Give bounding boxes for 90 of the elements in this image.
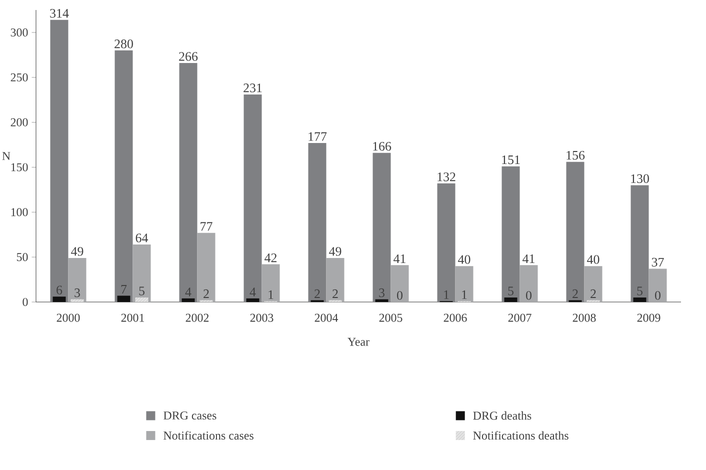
data-label: 156 — [566, 150, 585, 160]
legend-label: DRG deaths — [473, 411, 532, 420]
data-label: 4 — [250, 288, 256, 296]
data-label: 0 — [526, 291, 532, 300]
data-label: 37 — [652, 258, 664, 267]
y-tick-label: 250 — [10, 73, 28, 82]
data-label: 49 — [329, 247, 342, 256]
y-tick-label: 300 — [10, 28, 28, 36]
y-axis-title: N — [2, 152, 10, 160]
data-label: 231 — [244, 84, 262, 92]
bar — [455, 266, 474, 302]
data-label: 41 — [394, 254, 406, 263]
data-label: 130 — [631, 174, 649, 184]
data-label: 151 — [502, 155, 520, 164]
bar — [648, 268, 667, 302]
bar — [390, 265, 409, 302]
data-label: 5 — [508, 286, 514, 296]
legend-label: DRG cases — [164, 411, 216, 420]
legend-label: Notifications cases — [164, 431, 254, 440]
data-label: 0 — [655, 291, 660, 300]
data-label: 40 — [587, 255, 600, 264]
bar — [308, 142, 326, 302]
bar — [437, 183, 456, 302]
bar — [262, 264, 280, 302]
bar — [504, 298, 518, 302]
bar — [584, 266, 602, 302]
bar — [520, 265, 538, 302]
bar — [197, 232, 216, 302]
bar — [502, 166, 520, 302]
data-label: 2 — [204, 289, 209, 298]
x-tick-label: 2004 — [314, 314, 338, 322]
data-label: 40 — [458, 255, 470, 264]
data-label: 7 — [121, 285, 127, 294]
y-tick-label: 50 — [16, 253, 28, 262]
data-label: 49 — [71, 247, 84, 256]
legend-label: Notifications deaths — [473, 431, 568, 440]
bar — [68, 258, 86, 302]
bar — [375, 299, 388, 302]
y-tick-label: 200 — [10, 118, 28, 126]
bar — [179, 63, 198, 302]
data-label: 2 — [572, 289, 578, 298]
bar — [50, 20, 68, 302]
x-tick-label: 2001 — [121, 314, 144, 322]
x-tick-label: 2000 — [56, 314, 80, 322]
x-tick-label: 2006 — [444, 314, 467, 322]
data-label: 1 — [444, 290, 449, 299]
data-label: 3 — [74, 288, 80, 298]
data-label: 42 — [264, 253, 277, 262]
data-label: 4 — [185, 288, 192, 296]
data-label: 266 — [179, 52, 198, 61]
bar — [630, 185, 649, 302]
x-tick-label: 2005 — [379, 314, 402, 322]
data-label: 2 — [332, 289, 338, 298]
x-tick-label: 2008 — [572, 314, 596, 322]
data-label: 2 — [590, 289, 596, 298]
bar — [244, 94, 262, 302]
data-label: 41 — [522, 254, 534, 263]
data-label: 314 — [50, 8, 69, 18]
bar — [182, 298, 195, 302]
data-label: 1 — [462, 290, 467, 299]
y-tick-label: 150 — [11, 163, 28, 172]
data-label: 5 — [637, 286, 642, 296]
bar — [246, 298, 260, 302]
bar — [372, 152, 391, 302]
data-label: 132 — [438, 172, 456, 182]
bar — [633, 298, 646, 302]
y-tick-label: 0 — [22, 298, 28, 306]
x-tick-label: 2009 — [637, 314, 660, 322]
data-label: 177 — [308, 132, 327, 141]
bar — [52, 296, 66, 302]
data-label: 3 — [379, 288, 384, 298]
data-label: 5 — [139, 286, 144, 296]
data-label: 280 — [114, 40, 133, 48]
bar — [117, 296, 130, 302]
x-tick-label: 2003 — [250, 314, 274, 322]
data-label: 1 — [268, 290, 274, 299]
bar — [132, 244, 151, 302]
bar — [326, 258, 344, 302]
data-label: 166 — [373, 142, 392, 151]
data-label: 0 — [397, 291, 402, 300]
x-tick-label: 2007 — [508, 314, 532, 322]
bar — [114, 50, 133, 302]
data-label: 2 — [314, 289, 320, 298]
x-tick-label: 2002 — [186, 314, 209, 322]
y-tick-label: 100 — [11, 208, 28, 216]
bar — [566, 162, 584, 302]
data-label: 77 — [200, 222, 212, 231]
data-label: 64 — [136, 234, 148, 242]
x-axis-title: Year — [348, 338, 370, 346]
data-label: 6 — [56, 286, 62, 294]
